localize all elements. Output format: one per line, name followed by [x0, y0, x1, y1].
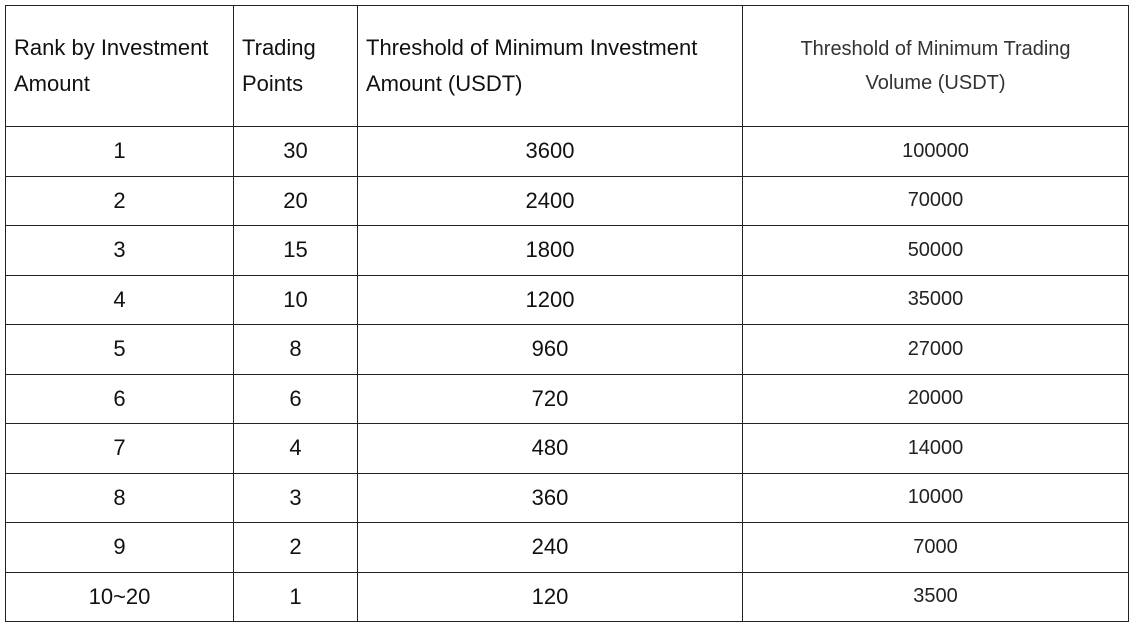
- table-cell: 10~20: [5, 571, 234, 622]
- table-cell: 3600: [357, 126, 743, 177]
- table-cell: 360: [357, 472, 743, 523]
- table-cell: 3: [5, 225, 234, 276]
- table-cell: 3500: [742, 571, 1129, 622]
- header-cell: Rank by Investment Amount: [5, 5, 234, 127]
- table-cell: 8: [233, 324, 358, 375]
- table-cell: 15: [233, 225, 358, 276]
- table-cell: 7: [5, 423, 234, 474]
- table-cell: 10: [233, 274, 358, 325]
- table-cell: 2400: [357, 175, 743, 226]
- table-body: 1 30 3600 100000 2 20 2400 70000 3 15 1800 50000 4 10…: [5, 126, 1129, 622]
- table-row: 10~20 1 120 3500: [5, 571, 1129, 622]
- table-cell: 7000: [742, 522, 1129, 573]
- table-row: 8 3 360 10000: [5, 472, 1129, 523]
- table-row: 7 4 480 14000: [5, 423, 1129, 474]
- table-cell: 720: [357, 373, 743, 424]
- table-cell: 14000: [742, 423, 1129, 474]
- table-cell: 50000: [742, 225, 1129, 276]
- header-row: Rank by Investment Amount Trading Points T…: [5, 5, 1129, 127]
- table-cell: 5: [5, 324, 234, 375]
- table-cell: 20000: [742, 373, 1129, 424]
- table-cell: 4: [5, 274, 234, 325]
- table-cell: 8: [5, 472, 234, 523]
- table-cell: 100000: [742, 126, 1129, 177]
- table-cell: 240: [357, 522, 743, 573]
- table-cell: 3: [233, 472, 358, 523]
- points-table: Rank by Investment Amount Trading Points T…: [5, 5, 1129, 622]
- header-cell: Threshold of Minimum Investment Amount (…: [357, 5, 743, 127]
- table-row: 3 15 1800 50000: [5, 225, 1129, 276]
- table-cell: 35000: [742, 274, 1129, 325]
- table-cell: 1800: [357, 225, 743, 276]
- table-row: 2 20 2400 70000: [5, 175, 1129, 226]
- table-row: 6 6 720 20000: [5, 373, 1129, 424]
- table-cell: 20: [233, 175, 358, 226]
- table-cell: 480: [357, 423, 743, 474]
- table-row: 4 10 1200 35000: [5, 274, 1129, 325]
- table-cell: 2: [5, 175, 234, 226]
- table-cell: 27000: [742, 324, 1129, 375]
- table-cell: 1200: [357, 274, 743, 325]
- table-cell: 2: [233, 522, 358, 573]
- table-cell: 1: [233, 571, 358, 622]
- table-row: 5 8 960 27000: [5, 324, 1129, 375]
- table-cell: 70000: [742, 175, 1129, 226]
- table-cell: 10000: [742, 472, 1129, 523]
- table-cell: 4: [233, 423, 358, 474]
- table-cell: 6: [233, 373, 358, 424]
- table-row: 9 2 240 7000: [5, 522, 1129, 573]
- header-cell: Threshold of Minimum Trading Volume (USD…: [742, 5, 1129, 127]
- table-cell: 1: [5, 126, 234, 177]
- table-cell: 120: [357, 571, 743, 622]
- table-row: 1 30 3600 100000: [5, 126, 1129, 177]
- table-cell: 9: [5, 522, 234, 573]
- table-cell: 960: [357, 324, 743, 375]
- header-cell: Trading Points: [233, 5, 358, 127]
- table-cell: 30: [233, 126, 358, 177]
- table-cell: 6: [5, 373, 234, 424]
